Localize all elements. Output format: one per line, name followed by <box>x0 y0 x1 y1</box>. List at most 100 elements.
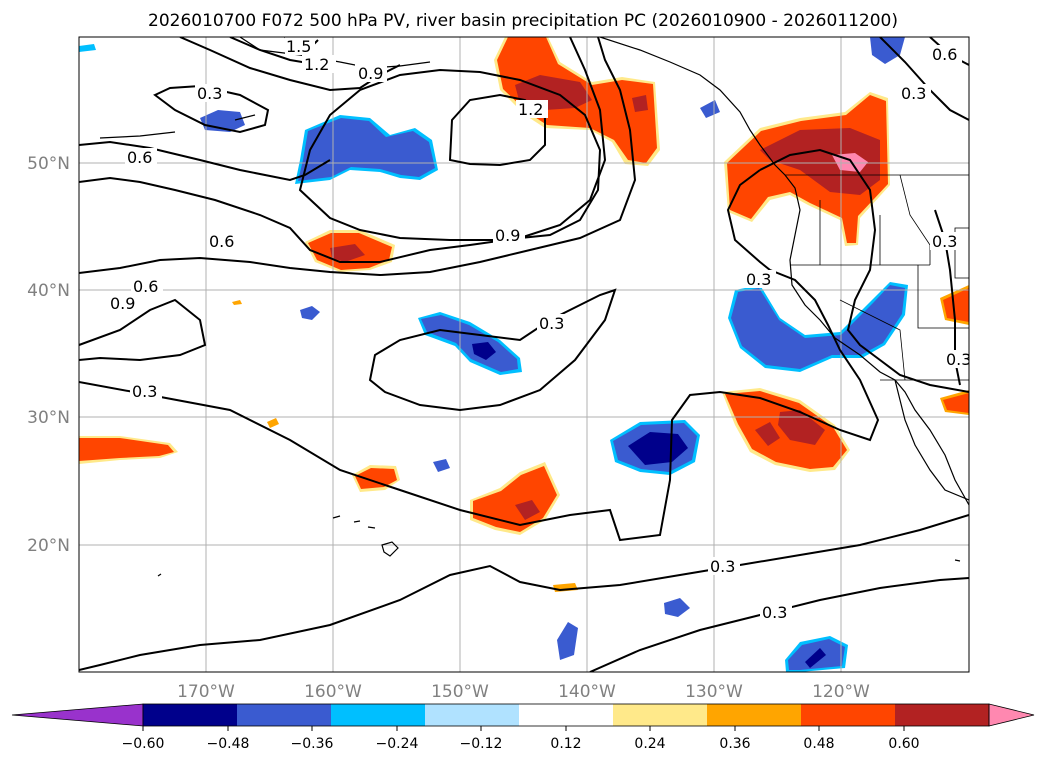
pv-contour <box>153 84 270 134</box>
lon-label: 140°W <box>558 682 616 702</box>
colorbar-tick-label: 0.48 <box>803 736 834 752</box>
contour-label: 0.3 <box>746 270 771 289</box>
figure-title: 2026010700 F072 500 hPa PV, river basin … <box>148 11 898 31</box>
colorbar-segment <box>519 704 614 726</box>
contour-label: 0.3 <box>932 232 957 251</box>
precip-strong-negative-area <box>628 432 688 465</box>
pv-contour <box>368 288 617 412</box>
precip-positive-area <box>232 300 242 305</box>
contour-label: 0.9 <box>110 294 135 313</box>
precip-negative-area <box>421 315 518 372</box>
pv-contour <box>79 37 607 263</box>
island-coast <box>234 114 256 121</box>
colorbar-segment <box>143 704 238 726</box>
contour-labels: 1.5 1.2 0.9 0.3 0.6 0.6 0.6 0.9 0.3 0.9 … <box>108 37 971 622</box>
precip-negative-area <box>664 598 690 617</box>
contour-label: 0.6 <box>133 277 158 296</box>
contour-label: 0.3 <box>539 314 564 333</box>
map-area[interactable]: 1.5 1.2 0.9 0.3 0.6 0.6 0.6 0.9 0.3 0.9 … <box>79 37 971 672</box>
colorbar-segment <box>425 704 520 726</box>
colorbar-tick-label: −0.60 <box>122 736 165 752</box>
contour-label: 0.6 <box>209 232 234 251</box>
contour-label: 0.3 <box>946 350 971 369</box>
hawaii-islands <box>332 515 399 557</box>
island-coast <box>157 573 162 577</box>
precip-positive-area <box>943 393 969 413</box>
precip-positive-area <box>267 418 279 428</box>
political-borders <box>785 174 969 381</box>
island-coast <box>99 131 176 139</box>
longitude-labels: 170°W 160°W 150°W 140°W 130°W 120°W <box>177 682 870 702</box>
precip-negative-area <box>433 459 450 472</box>
precip-positive-area <box>355 468 397 489</box>
pv-contour <box>759 148 969 393</box>
colorbar-tick-label: 0.24 <box>634 736 665 752</box>
graticule <box>79 37 969 672</box>
island-coast <box>954 559 961 562</box>
colorbar-segment <box>613 704 708 726</box>
latitude-labels: 50°N 40°N 30°N 20°N <box>27 154 70 556</box>
contour-label: 0.9 <box>495 226 520 245</box>
lon-label: 130°W <box>685 682 743 702</box>
precip-positive-area <box>79 438 174 461</box>
precip-negative-area <box>300 306 320 320</box>
precip-negative-area <box>557 622 578 660</box>
lat-label: 20°N <box>27 536 70 556</box>
pv-contour <box>79 298 207 362</box>
precip-strong-area <box>755 422 780 446</box>
coastlines <box>99 37 969 577</box>
precip-strong-negative-area <box>805 648 826 668</box>
contour-label: 1.2 <box>518 100 543 119</box>
colorbar-tick-label: −0.24 <box>376 736 419 752</box>
contour-label: 0.3 <box>197 84 222 103</box>
lon-label: 170°W <box>177 682 235 702</box>
contour-label: 1.2 <box>304 55 329 74</box>
lon-label: 150°W <box>431 682 489 702</box>
colorbar-tick-label: 0.36 <box>719 736 750 752</box>
contour-label: 0.6 <box>127 148 152 167</box>
colorbar-segment <box>331 704 426 726</box>
pv-contour <box>79 140 331 182</box>
contour-label: 0.6 <box>932 45 957 64</box>
contour-label: 1.5 <box>286 37 311 56</box>
precip-negative-area <box>700 100 720 118</box>
contour-label: 0.3 <box>710 557 735 576</box>
precip-strong-area <box>760 128 880 195</box>
colorbar: −0.60 −0.48 −0.36 −0.24 −0.12 0.12 0.24 0.36 0.4… <box>11 703 1035 752</box>
pv-contour <box>79 514 969 671</box>
north-america-coast <box>599 37 969 506</box>
precip-strong-area <box>778 410 825 445</box>
pv-contour <box>79 37 637 277</box>
pv-contour <box>298 68 602 241</box>
contour-label: 0.3 <box>762 603 787 622</box>
contour-label: 0.3 <box>901 84 926 103</box>
colorbar-tick-label: 0.12 <box>550 736 581 752</box>
precip-negative-area <box>298 118 435 181</box>
precip-negative-area <box>79 44 96 52</box>
lat-label: 30°N <box>27 408 70 428</box>
precip-strong-area <box>632 95 648 112</box>
contour-label: 0.9 <box>358 64 383 83</box>
precip-positive-area <box>943 288 969 322</box>
precip-strong-area <box>515 500 540 520</box>
colorbar-segment <box>895 704 990 726</box>
precip-strong-negative-area <box>472 342 496 360</box>
colorbar-tick-label: 0.60 <box>888 736 919 752</box>
lon-label: 120°W <box>812 682 870 702</box>
colorbar-segment <box>707 704 802 726</box>
contour-label: 0.3 <box>132 382 157 401</box>
colorbar-tick-label: −0.36 <box>291 736 334 752</box>
baja-coast <box>894 379 969 501</box>
lat-label: 40°N <box>27 281 70 301</box>
lat-label: 50°N <box>27 154 70 174</box>
precip-strong-area <box>330 244 365 262</box>
precip-positive-area <box>473 466 557 532</box>
colorbar-tick-label: −0.12 <box>460 736 503 752</box>
precip-negative-area <box>731 285 905 369</box>
colorbar-extend-high <box>988 703 1035 727</box>
lon-label: 160°W <box>304 682 362 702</box>
colorbar-extend-low <box>11 703 144 727</box>
colorbar-segment <box>801 704 896 726</box>
map-frame <box>78 36 970 673</box>
